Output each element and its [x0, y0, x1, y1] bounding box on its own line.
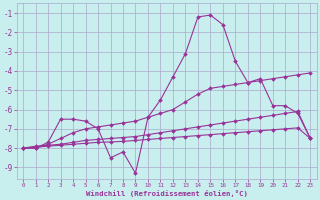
X-axis label: Windchill (Refroidissement éolien,°C): Windchill (Refroidissement éolien,°C)	[86, 190, 248, 197]
